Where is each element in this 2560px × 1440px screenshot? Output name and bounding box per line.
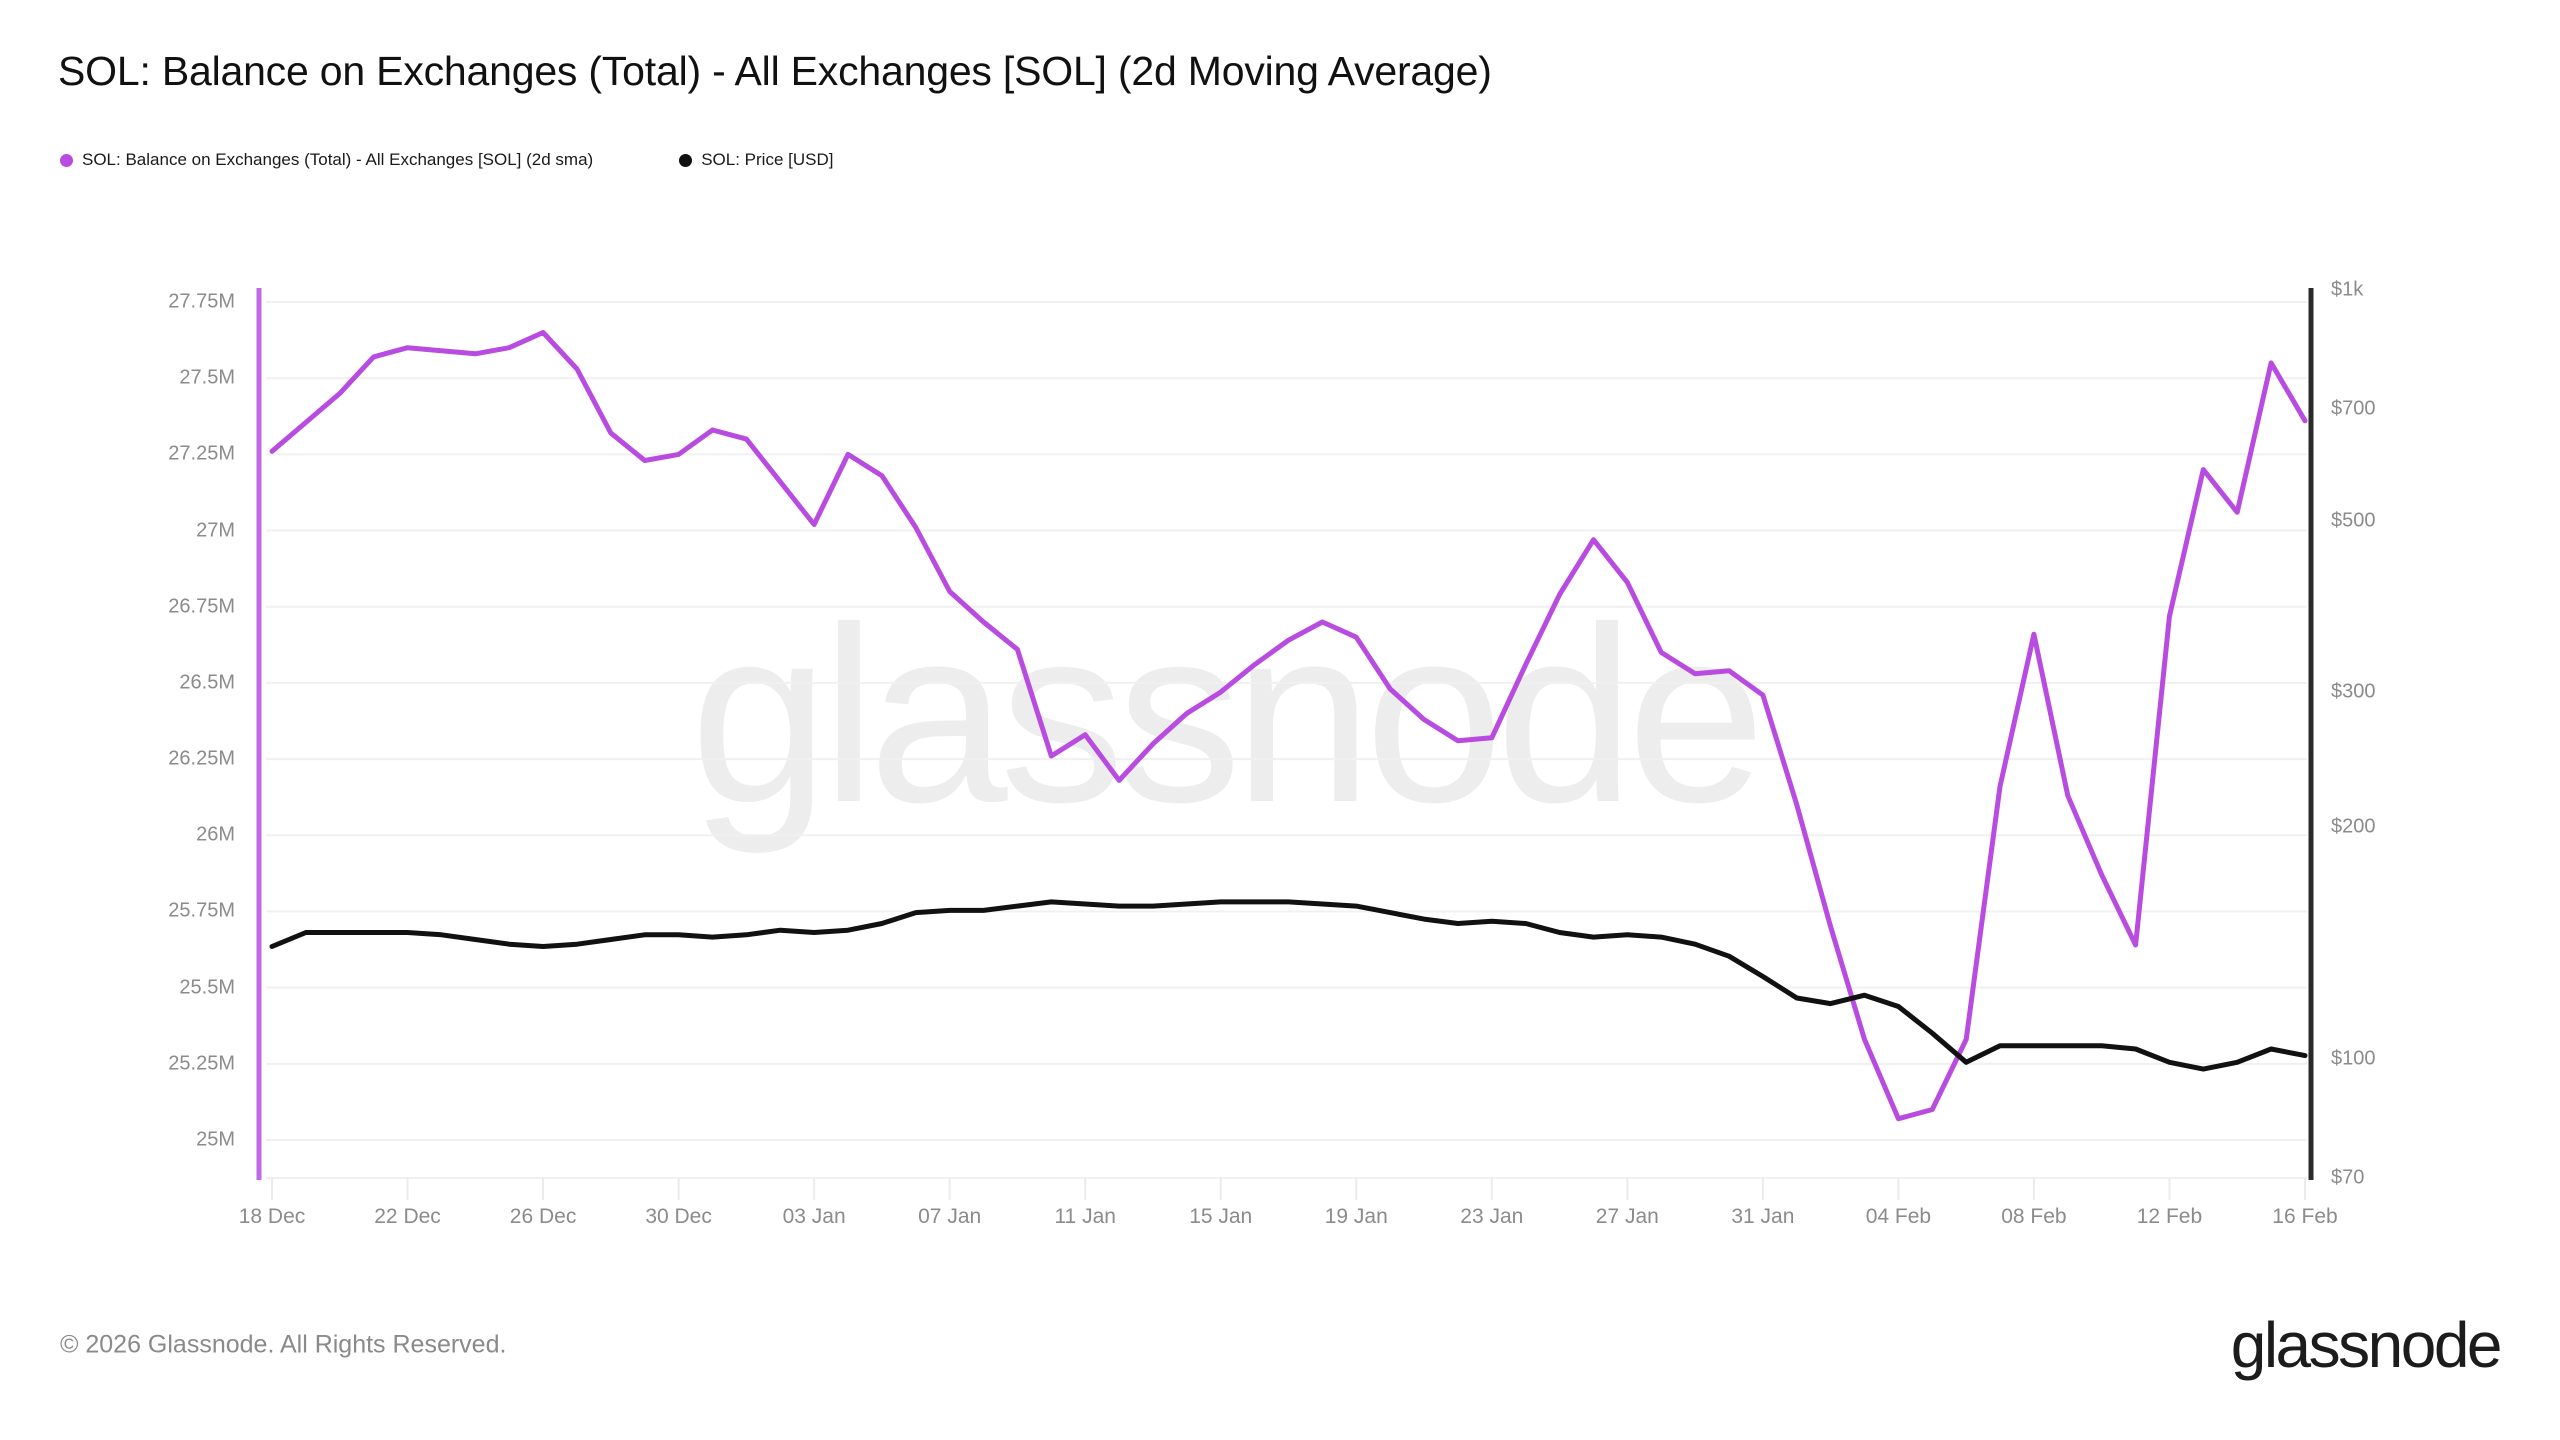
right-axis-tick-label: $1k [2331,278,2364,301]
x-axis-tick-label: 12 Feb [2136,1205,2203,1228]
series-line-balance [269,330,2308,1122]
left-axis-tick-label: 27.25M [168,442,235,465]
x-axis-tick-label: 03 Jan [782,1205,846,1228]
left-axis-tick-label: 25M [196,1128,235,1151]
left-axis-tick-label: 26.25M [168,747,235,770]
right-axis-tick-label: $70 [2331,1166,2365,1189]
legend-label-price: SOL: Price [USD] [701,150,834,169]
right-axis-tick-label: $500 [2331,509,2376,532]
left-axis-tick-label: 26.75M [168,595,235,618]
x-axis-tick-label: 11 Jan [1054,1205,1116,1228]
x-axis-tick-label: 26 Dec [509,1205,577,1228]
x-axis-tick-label: 07 Jan [918,1205,982,1228]
right-axis-tick-label: $700 [2331,397,2376,420]
right-axis-tick-label: $200 [2331,815,2376,838]
right-axis-tick-label: $100 [2331,1047,2376,1070]
series-line-price [269,899,2308,1072]
right-axis-tick-label: $300 [2331,680,2376,703]
left-axis-tick-label: 27.75M [168,290,235,313]
legend-item-balance[interactable]: SOL: Balance on Exchanges (Total) - All … [60,150,593,170]
legend-dot-balance [60,153,73,167]
x-axis-tick-label: 08 Feb [2001,1205,2067,1228]
glassnode-logo: glassnode [2230,1309,2503,1381]
x-axis-tick-label: 04 Feb [1865,1205,1932,1228]
legend-label-balance: SOL: Balance on Exchanges (Total) - All … [82,150,594,169]
left-axis-tick-label: 25.25M [168,1052,235,1075]
x-axis-tick-label: 27 Jan [1595,1205,1659,1228]
left-axis-tick-label: 26.5M [179,671,235,694]
page-title: SOL: Balance on Exchanges (Total) - All … [58,48,1492,94]
x-axis-tick-label: 31 Jan [1731,1205,1795,1228]
legend-item-price[interactable]: SOL: Price [USD] [679,150,833,170]
x-axis-tick-label: 16 Feb [2272,1205,2338,1228]
footer-copyright: © 2026 Glassnode. All Rights Reserved. [60,1330,507,1359]
x-axis-tick-label: 23 Jan [1460,1205,1524,1228]
chart-legend: SOL: Balance on Exchanges (Total) - All … [60,150,833,170]
left-axis-tick-label: 27M [196,519,235,542]
left-axis-tick-label: 26M [196,823,235,846]
x-axis-tick-label: 18 Dec [238,1205,306,1228]
x-axis-tick-label: 15 Jan [1189,1205,1253,1228]
left-axis-tick-label: 27.5M [179,366,235,389]
left-axis-tick-label: 25.5M [179,976,235,999]
left-axis-tick-label: 25.75M [168,899,235,922]
x-axis-tick-label: 22 Dec [374,1205,441,1228]
x-axis-tick-label: 30 Dec [645,1205,712,1228]
x-axis-tick-label: 19 Jan [1324,1205,1388,1228]
legend-dot-price [679,153,693,167]
